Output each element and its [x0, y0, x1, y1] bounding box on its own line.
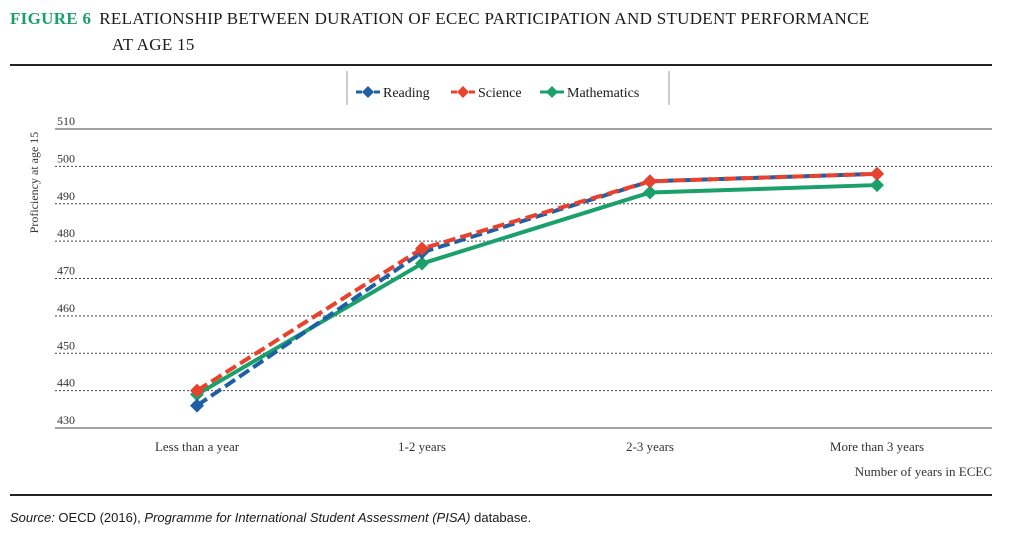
- y-tick-label: 480: [57, 226, 75, 240]
- legend-swatch-marker-science: [457, 86, 469, 98]
- legend-swatch-marker-mathematics: [546, 86, 558, 98]
- legend-box: [347, 71, 669, 105]
- legend-label-mathematics: Mathematics: [567, 86, 639, 101]
- series-line-reading: [195, 171, 878, 408]
- figure-title: RELATIONSHIP BETWEEN DURATION OF ECEC PA…: [99, 9, 870, 28]
- y-tick-label: 470: [57, 264, 75, 278]
- x-tick-label: 1-2 years: [398, 439, 446, 454]
- data-point-science: [415, 241, 429, 256]
- legend-swatch-marker-reading: [362, 86, 374, 98]
- axis-layer: 430 440 450 460 470 480 490 500 510 Proficiency a…: [27, 114, 992, 479]
- data-point-science: [643, 174, 657, 189]
- data-point-science: [870, 166, 884, 181]
- source-text-1: OECD (2016),: [54, 510, 145, 525]
- top-rule: [10, 64, 992, 66]
- data-point-reading: [190, 398, 204, 413]
- figure-title-line-1: FIGURE 6 RELATIONSHIP BETWEEN DURATION O…: [10, 6, 1020, 32]
- figure-label: FIGURE 6: [10, 9, 92, 28]
- source-database-name: Programme for International Student Asse…: [144, 510, 471, 525]
- legend-label-science: Science: [478, 86, 522, 101]
- series-layer: [190, 166, 884, 413]
- y-tick-label: 450: [57, 338, 75, 352]
- y-tick-label: 510: [57, 114, 75, 128]
- y-tick-label: 440: [57, 376, 75, 390]
- y-tick-label: 460: [57, 301, 75, 315]
- x-axis-label: Number of years in ECEC: [855, 464, 992, 479]
- data-point-mathematics: [643, 185, 657, 200]
- legend: Reading Science Mathematics: [346, 71, 670, 105]
- series-line-science: [195, 171, 878, 393]
- x-tick-label: 2-3 years: [626, 439, 674, 454]
- y-axis-label: Proficiency at age 15: [27, 132, 41, 234]
- bottom-rule: [10, 494, 992, 496]
- source-text-2: database.: [470, 510, 532, 525]
- source-note: Source: OECD (2016), Programme for Inter…: [10, 510, 531, 525]
- x-tick-label: More than 3 years: [830, 439, 924, 454]
- data-point-science: [190, 383, 204, 398]
- data-point-mathematics: [415, 256, 429, 271]
- grid-layer: [55, 128, 992, 429]
- figure-title-block: FIGURE 6 RELATIONSHIP BETWEEN DURATION O…: [10, 6, 1020, 57]
- legend-label-reading: Reading: [383, 86, 430, 101]
- y-tick-label: 430: [57, 413, 75, 427]
- source-prefix: Source:: [10, 510, 55, 525]
- figure-title-line-2: AT AGE 15: [112, 35, 195, 54]
- data-point-mathematics: [870, 178, 884, 193]
- y-tick-label: 500: [57, 151, 75, 165]
- x-tick-label: Less than a year: [155, 439, 240, 454]
- y-tick-label: 490: [57, 189, 75, 203]
